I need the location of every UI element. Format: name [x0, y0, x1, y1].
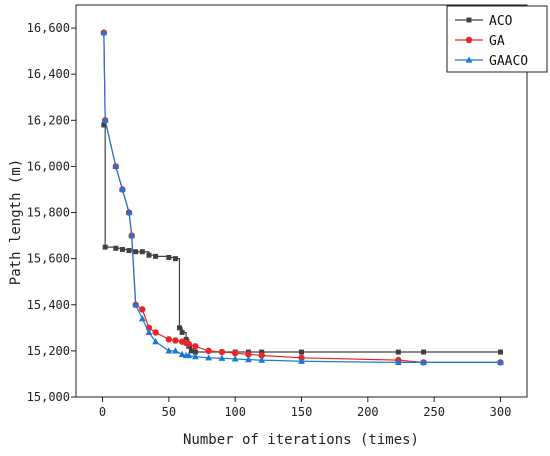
- data-point-aco: [102, 244, 108, 250]
- data-point-aco: [299, 349, 304, 355]
- data-point-ga: [205, 347, 212, 355]
- data-point-gaaco: [101, 116, 109, 123]
- data-point-gaaco: [125, 208, 133, 216]
- ticks-layer: 0 50 100 150 200 250 300 15,000 15,200 15,400 15,6…: [27, 21, 512, 419]
- data-point-ga: [231, 349, 239, 357]
- x-tick-label: 100: [224, 405, 246, 419]
- legend: ACO GA GAACO: [446, 5, 548, 73]
- x-tick-label: 250: [423, 405, 445, 419]
- data-point-aco: [133, 249, 139, 255]
- data-point-gaaco: [205, 354, 213, 361]
- data-point-gaaco: [394, 358, 402, 366]
- data-point-aco: [101, 122, 107, 128]
- y-tick-label: 16,400: [27, 67, 70, 81]
- y-tick-label: 16,600: [27, 21, 70, 35]
- legend-box: [446, 5, 548, 73]
- legend-marker-gaaco: [465, 56, 473, 63]
- data-point-aco: [192, 349, 198, 355]
- data-point-ga: [139, 306, 146, 313]
- data-point-aco: [172, 256, 178, 262]
- data-point-gaaco: [138, 315, 146, 322]
- data-point-aco: [188, 348, 194, 354]
- y-tick-label: 15,400: [27, 298, 70, 312]
- data-point-gaaco: [218, 354, 226, 361]
- data-point-ga: [172, 337, 179, 344]
- data-point-aco: [421, 349, 427, 355]
- data-point-aco: [146, 252, 152, 258]
- y-tick-label: 15,200: [27, 344, 70, 358]
- data-point-aco: [126, 248, 132, 254]
- series-line-gaaco: [103, 32, 501, 364]
- data-point-ga: [165, 336, 173, 343]
- data-point-gaaco: [119, 185, 126, 193]
- data-point-aco: [179, 329, 185, 335]
- data-point-aco: [497, 349, 503, 355]
- data-point-ga: [152, 329, 159, 336]
- data-point-aco: [166, 254, 172, 260]
- x-tick-label: 150: [291, 405, 313, 419]
- x-axis-title: Number of iterations (times): [183, 432, 419, 448]
- y-tick-label: 15,800: [27, 206, 70, 220]
- data-point-gaaco: [152, 338, 159, 345]
- legend-marker-aco: [466, 17, 472, 23]
- data-point-ga: [185, 340, 192, 348]
- x-tick-label: 0: [99, 405, 106, 419]
- data-point-gaaco: [172, 347, 179, 354]
- data-point-gaaco: [497, 358, 504, 366]
- series-gaaco: [100, 29, 504, 366]
- x-tick-label: 200: [357, 405, 379, 419]
- data-point-aco: [153, 253, 159, 259]
- y-tick-label: 16,200: [27, 113, 70, 127]
- legend-label-aco: ACO: [489, 14, 513, 29]
- data-point-gaaco: [185, 351, 193, 359]
- data-point-gaaco: [145, 328, 153, 336]
- data-point-ga: [192, 343, 199, 350]
- data-point-aco: [113, 245, 119, 251]
- data-point-gaaco: [298, 357, 305, 364]
- data-point-gaaco: [191, 353, 199, 360]
- legend-marker-ga: [465, 36, 473, 44]
- data-point-gaaco: [231, 355, 239, 362]
- data-point-gaaco: [258, 356, 266, 363]
- x-tick-label: 50: [162, 405, 176, 419]
- data-point-aco: [119, 246, 125, 252]
- data-point-gaaco: [112, 162, 120, 170]
- x-tick-label: 300: [490, 405, 512, 419]
- data-point-aco: [395, 349, 401, 355]
- y-axis-title: Path length (m): [8, 159, 24, 285]
- series-aco: [101, 122, 503, 355]
- data-point-aco: [259, 349, 265, 355]
- series-layer: [100, 29, 504, 366]
- data-point-ga: [258, 352, 265, 359]
- data-point-aco: [176, 325, 182, 331]
- data-point-ga: [245, 351, 252, 358]
- data-point-aco: [139, 249, 145, 255]
- series-ga: [100, 29, 504, 366]
- data-point-gaaco: [128, 231, 136, 239]
- y-tick-label: 15,000: [27, 390, 70, 404]
- data-point-gaaco: [132, 301, 140, 308]
- legend-label-gaaco: GAACO: [489, 54, 528, 69]
- data-point-aco: [183, 336, 189, 342]
- y-tick-label: 15,600: [27, 252, 70, 266]
- legend-label-ga: GA: [489, 34, 505, 49]
- data-point-gaaco: [100, 29, 108, 36]
- y-tick-label: 16,000: [27, 159, 70, 173]
- data-point-ga: [218, 348, 226, 356]
- series-line-ga: [103, 32, 501, 364]
- data-point-gaaco: [245, 356, 252, 363]
- data-point-gaaco: [420, 358, 427, 366]
- data-point-gaaco: [178, 350, 186, 357]
- series-line-aco: [103, 124, 501, 353]
- data-point-gaaco: [165, 347, 173, 354]
